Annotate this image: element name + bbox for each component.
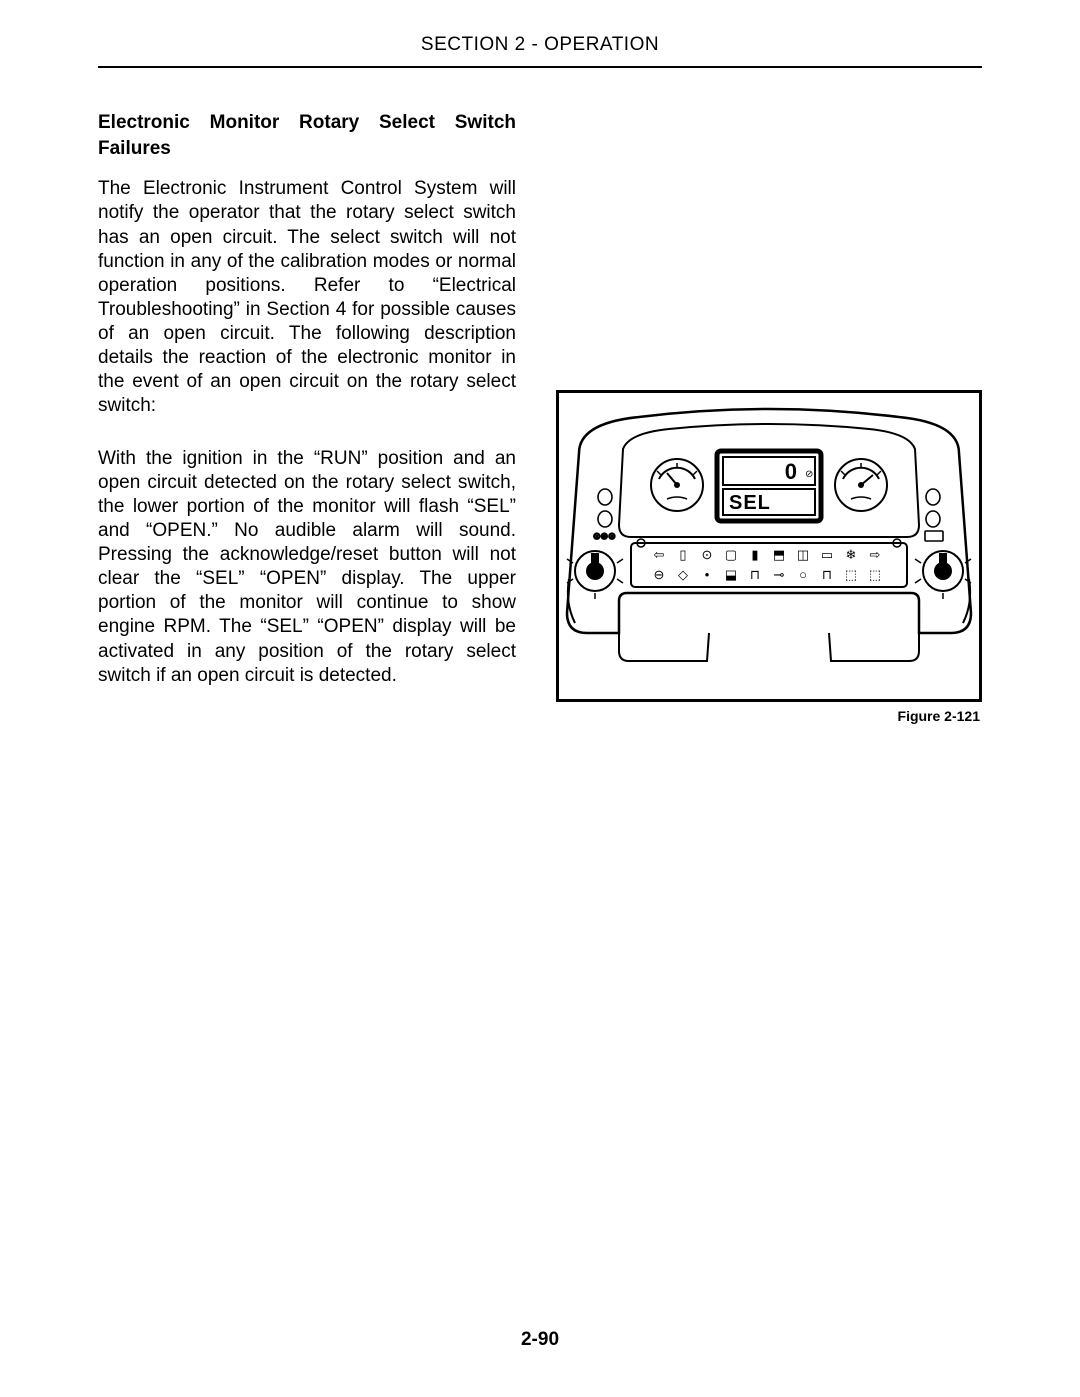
- svg-text:⊸: ⊸: [774, 567, 785, 582]
- display-top-value: 0: [785, 459, 797, 484]
- indicator-icon-row-1: ⇦ ▯ ⊙ ▢ ▮ ⬒ ◫ ▭ ❄ ⇨: [654, 547, 881, 562]
- paragraph-2: With the ignition in the “RUN” position …: [98, 447, 516, 688]
- svg-text:▢: ▢: [725, 547, 737, 562]
- svg-text:▭: ▭: [821, 547, 833, 562]
- paragraph-1: The Electronic Instrument Control System…: [98, 177, 516, 418]
- svg-text:⊓: ⊓: [750, 567, 760, 582]
- section-header: SECTION 2 - OPERATION: [98, 34, 982, 66]
- two-column-layout: Electronic Monitor Rotary Select Switch …: [98, 110, 982, 724]
- svg-text:⬒: ⬒: [773, 547, 785, 562]
- subsection-heading: Electronic Monitor Rotary Select Switch …: [98, 110, 516, 161]
- svg-text:◫: ◫: [797, 547, 809, 562]
- figure-caption: Figure 2-121: [556, 708, 982, 724]
- instrument-panel-figure: 0 ⊘ SEL ⊙⊕⊙: [556, 390, 982, 702]
- svg-text:⊙⊕⊙: ⊙⊕⊙: [593, 531, 616, 541]
- page-number: 2-90: [0, 1329, 1080, 1351]
- svg-text:▯: ▯: [679, 547, 686, 562]
- left-rotary-knob: [567, 551, 623, 599]
- svg-text:⊖: ⊖: [654, 567, 665, 582]
- svg-text:⇨: ⇨: [870, 547, 881, 562]
- svg-text:⬓: ⬓: [725, 567, 737, 582]
- indicator-icon-row-2: ⊖ ◇ • ⬓ ⊓ ⊸ ○ ⊓ ⬚ ⬚: [654, 567, 882, 582]
- left-column: Electronic Monitor Rotary Select Switch …: [98, 110, 516, 724]
- right-rotary-knob: [915, 551, 971, 599]
- svg-text:•: •: [705, 567, 710, 582]
- svg-text:⊘: ⊘: [805, 469, 813, 480]
- svg-text:⊙: ⊙: [702, 547, 713, 562]
- svg-text:❄: ❄: [846, 547, 857, 562]
- header-rule: [98, 66, 982, 68]
- svg-text:⊓: ⊓: [822, 567, 832, 582]
- svg-text:◇: ◇: [678, 567, 688, 582]
- display-bottom-value: SEL: [729, 492, 771, 514]
- svg-text:⇦: ⇦: [654, 547, 665, 562]
- right-column: 0 ⊘ SEL ⊙⊕⊙: [556, 110, 982, 724]
- svg-text:⬚: ⬚: [845, 567, 857, 582]
- svg-text:▮: ▮: [751, 547, 758, 562]
- svg-text:⬚: ⬚: [869, 567, 881, 582]
- svg-text:○: ○: [799, 567, 807, 582]
